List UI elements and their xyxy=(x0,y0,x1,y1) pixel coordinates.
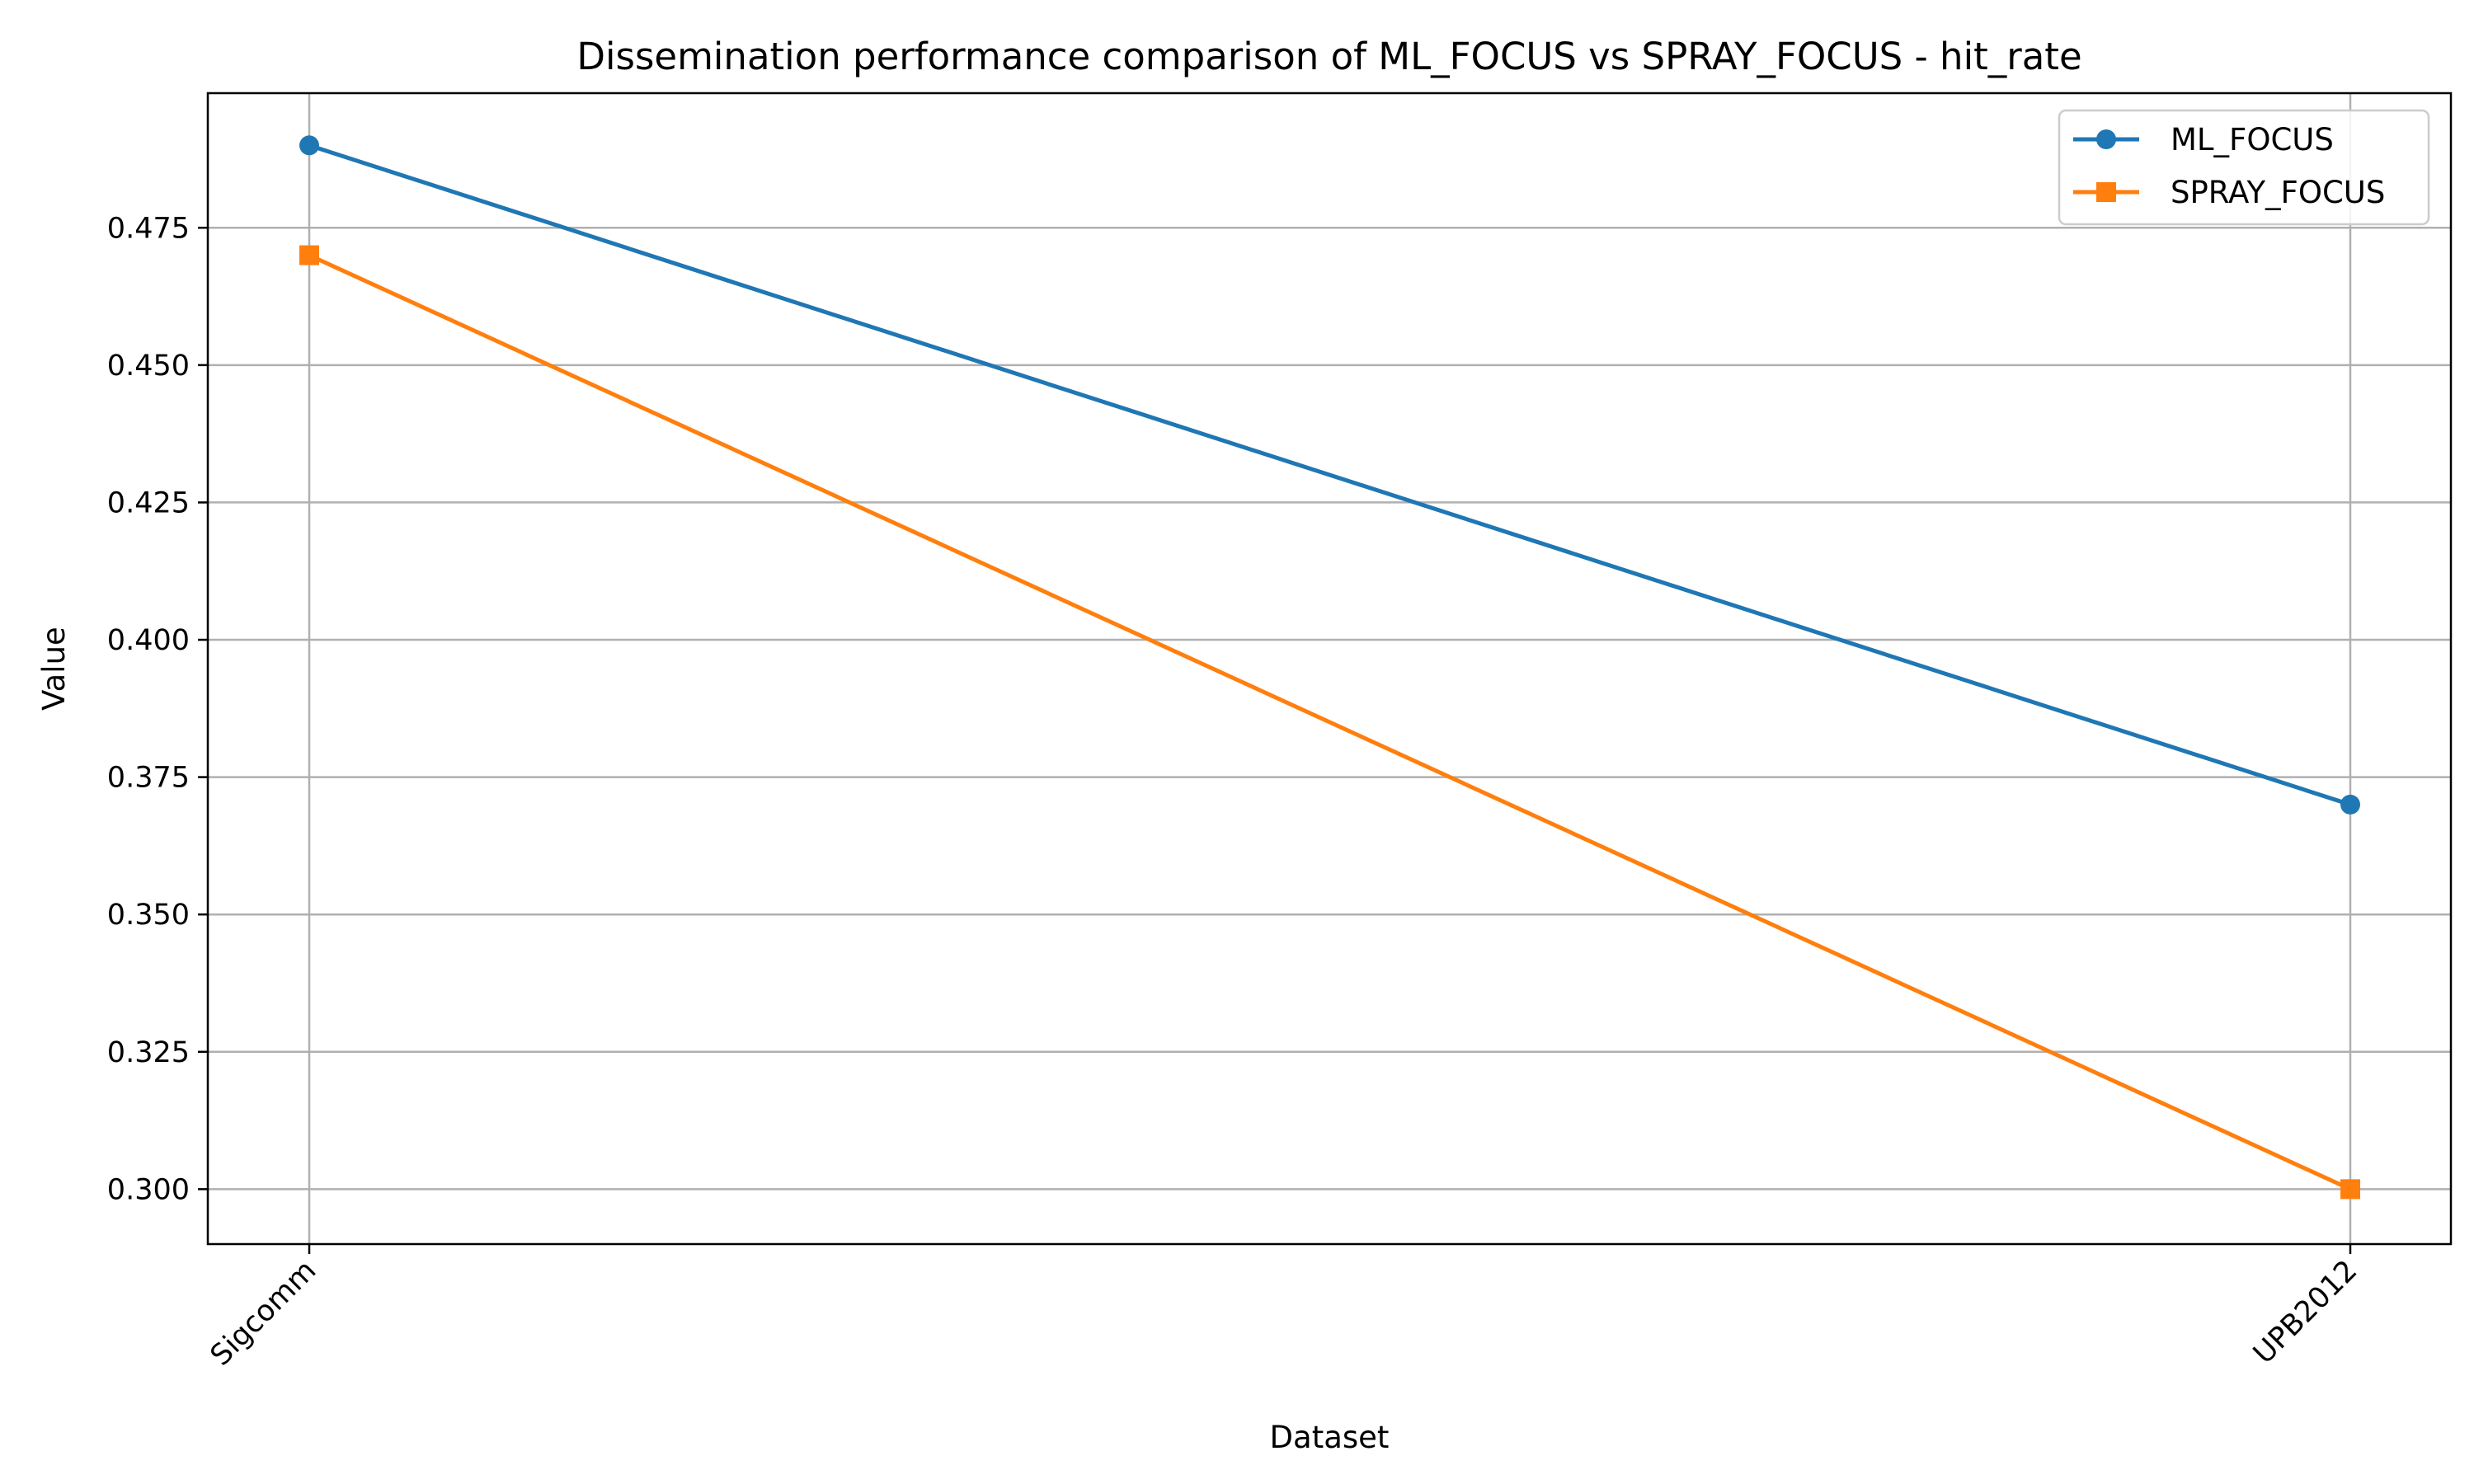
legend-marker xyxy=(2096,129,2116,149)
legend-marker xyxy=(2096,182,2116,202)
data-point xyxy=(2340,1179,2360,1200)
chart-title: Dissemination performance comparison of … xyxy=(576,35,2081,78)
series-lines xyxy=(299,135,2360,1200)
y-tick-label: 0.300 xyxy=(107,1173,190,1206)
y-tick-label: 0.450 xyxy=(107,350,190,383)
legend-label: SPRAY_FOCUS xyxy=(2171,175,2385,210)
data-point xyxy=(299,135,319,156)
series-line xyxy=(306,143,2354,808)
y-tick-label: 0.425 xyxy=(107,486,190,519)
plot-area-frame xyxy=(206,92,2453,1246)
y-tick-label: 0.475 xyxy=(107,212,190,245)
y-tick-label: 0.350 xyxy=(107,899,190,932)
y-tick-label: 0.400 xyxy=(107,624,190,657)
legend-label: ML_FOCUS xyxy=(2171,122,2334,157)
y-axis-label: Value xyxy=(36,627,72,711)
x-axis-label: Dataset xyxy=(1270,1420,1390,1455)
legend: ML_FOCUS SPRAY_FOCUS xyxy=(2058,109,2430,226)
legend-box xyxy=(2058,109,2430,226)
data-point xyxy=(2340,794,2360,815)
grid xyxy=(208,93,2451,1244)
data-point xyxy=(299,245,319,265)
series-line xyxy=(306,252,2354,1192)
y-tick-label: 0.325 xyxy=(107,1036,190,1069)
y-tick-label: 0.375 xyxy=(107,762,190,795)
